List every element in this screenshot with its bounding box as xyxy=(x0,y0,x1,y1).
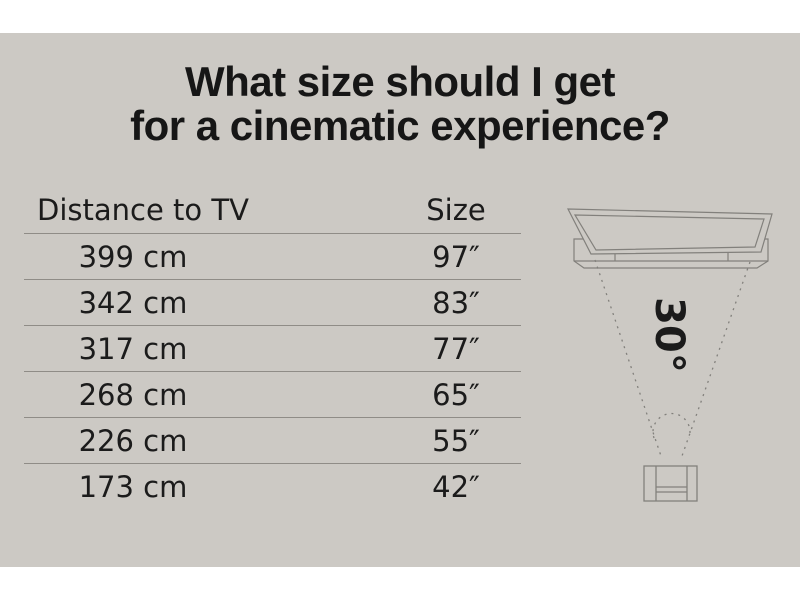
table-row: 173 cm 42″ xyxy=(24,463,521,509)
tv-top-view-icon xyxy=(567,208,773,269)
size-cell: 55″ xyxy=(432,423,480,458)
size-cell: 42″ xyxy=(432,469,480,504)
distance-cell: 399 cm xyxy=(78,239,188,274)
table-row: 226 cm 55″ xyxy=(24,417,521,463)
table-row: 268 cm 65″ xyxy=(24,371,521,417)
distance-cell: 226 cm xyxy=(78,423,188,458)
size-cell: 97″ xyxy=(432,239,480,274)
table-header-row: Distance to TV Size xyxy=(24,186,521,233)
title-line-2: for a cinematic experience? xyxy=(130,102,670,149)
title-line-1: What size should I get xyxy=(184,58,616,105)
sofa-top-view-icon xyxy=(643,465,698,502)
table-row: 317 cm 77″ xyxy=(24,325,521,371)
size-cell: 65″ xyxy=(432,377,480,412)
table-row: 399 cm 97″ xyxy=(24,233,521,279)
viewing-angle-diagram: 30° xyxy=(567,208,773,502)
distance-cell: 317 cm xyxy=(78,331,188,366)
column-header-distance: Distance to TV xyxy=(37,192,249,227)
distance-cell: 268 cm xyxy=(78,377,188,412)
page-title: What size should I get for a cinematic e… xyxy=(10,60,790,148)
distance-cell: 342 cm xyxy=(78,285,188,320)
angle-label: 30° xyxy=(646,297,692,373)
angle-arc xyxy=(652,412,691,439)
size-cell: 83″ xyxy=(432,285,480,320)
size-distance-table: Distance to TV Size 399 cm 97″ 342 cm 83… xyxy=(24,186,521,509)
panel-background xyxy=(0,33,800,567)
table-row: 342 cm 83″ xyxy=(24,279,521,325)
column-header-size: Size xyxy=(426,192,486,227)
distance-cell: 173 cm xyxy=(78,469,188,504)
size-cell: 77″ xyxy=(432,331,480,366)
